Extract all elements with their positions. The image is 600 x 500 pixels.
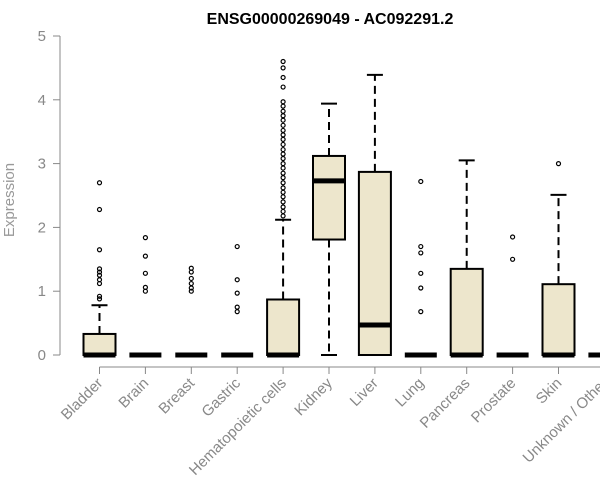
outlier-point bbox=[188, 265, 194, 271]
outlier-point bbox=[280, 65, 286, 71]
outlier-point bbox=[280, 99, 286, 105]
y-axis-label: Expression bbox=[1, 163, 18, 237]
box-5 bbox=[312, 102, 346, 356]
outlier-point bbox=[280, 136, 286, 142]
y-tick-label: 5 bbox=[38, 28, 46, 45]
box-7 bbox=[404, 178, 437, 358]
box-rect bbox=[449, 267, 484, 356]
outlier-point bbox=[280, 204, 286, 210]
box-6 bbox=[357, 73, 392, 356]
box-rect bbox=[82, 332, 117, 357]
outlier-point bbox=[418, 250, 424, 256]
box-10 bbox=[541, 161, 576, 358]
outlier-point bbox=[96, 206, 103, 213]
outlier-point bbox=[142, 235, 148, 241]
x-tick-label: Prostate bbox=[468, 375, 520, 427]
x-tick-label: Bladder bbox=[58, 375, 107, 424]
outlier-point bbox=[96, 269, 103, 275]
box-2 bbox=[175, 265, 208, 358]
x-tick-label: Gastric bbox=[198, 374, 244, 420]
outlier-point bbox=[280, 208, 286, 215]
y-tick-label: 1 bbox=[38, 283, 46, 300]
outlier-point bbox=[280, 113, 286, 119]
outlier-point bbox=[280, 127, 286, 134]
x-tick-label: Breast bbox=[155, 374, 198, 417]
x-tick-label: Kidney bbox=[291, 374, 336, 419]
outlier-point bbox=[280, 180, 286, 186]
box-rect bbox=[312, 154, 346, 241]
outlier-point bbox=[280, 194, 286, 200]
outlier-point bbox=[280, 155, 286, 162]
outlier-point bbox=[280, 117, 286, 123]
outlier-point bbox=[280, 199, 286, 205]
outlier-point bbox=[188, 275, 194, 282]
outlier-point bbox=[509, 256, 516, 262]
outlier-point bbox=[234, 277, 240, 283]
y-tick-label: 4 bbox=[38, 92, 46, 109]
box-rect bbox=[357, 170, 392, 356]
outlier-point bbox=[96, 272, 103, 278]
x-tick-label: Lung bbox=[392, 375, 428, 411]
outlier-point bbox=[96, 296, 103, 302]
outlier-point bbox=[280, 108, 286, 114]
outlier-point bbox=[280, 175, 286, 181]
box-rect bbox=[541, 283, 576, 357]
outlier-point bbox=[418, 178, 424, 185]
outlier-point bbox=[509, 234, 516, 240]
outlier-point bbox=[280, 141, 286, 148]
outlier-point bbox=[96, 266, 103, 272]
outlier-point bbox=[234, 243, 240, 250]
box-4 bbox=[266, 58, 301, 358]
outlier-point bbox=[96, 247, 103, 253]
outlier-point bbox=[280, 122, 286, 128]
outlier-point bbox=[280, 189, 286, 195]
outlier-point bbox=[96, 180, 103, 186]
x-tick-label: Brain bbox=[115, 375, 152, 412]
outlier-point bbox=[418, 270, 424, 276]
x-tick-label: Skin bbox=[533, 375, 566, 408]
outlier-point bbox=[280, 161, 286, 167]
box-1 bbox=[129, 235, 162, 358]
y-axis: 0 1 2 3 4 5 bbox=[38, 28, 61, 364]
outlier-point bbox=[280, 84, 286, 90]
outlier-point bbox=[234, 290, 240, 296]
y-tick-label: 2 bbox=[38, 219, 46, 236]
outlier-point bbox=[280, 132, 286, 138]
box-0 bbox=[82, 180, 117, 358]
box-3 bbox=[221, 243, 254, 358]
x-tick-label: Liver bbox=[347, 375, 382, 410]
outlier-point bbox=[96, 293, 103, 299]
outlier-point bbox=[142, 270, 148, 276]
y-tick-label: 0 bbox=[38, 347, 46, 364]
outlier-point bbox=[142, 284, 148, 290]
outlier-point bbox=[418, 243, 424, 250]
outlier-point bbox=[555, 161, 562, 167]
outlier-point bbox=[280, 58, 286, 65]
outlier-point bbox=[280, 165, 286, 171]
outlier-point bbox=[280, 170, 286, 176]
outlier-point bbox=[142, 253, 148, 259]
box-rect bbox=[266, 298, 301, 356]
outlier-point bbox=[234, 304, 240, 310]
box-11 bbox=[588, 352, 600, 358]
outlier-point bbox=[188, 280, 194, 287]
box-9 bbox=[496, 234, 529, 358]
y-tick-label: 3 bbox=[38, 156, 46, 173]
boxes-group bbox=[82, 58, 600, 358]
chart-title: ENSG00000269049 - AC092291.2 bbox=[207, 11, 454, 28]
outlier-point bbox=[280, 103, 286, 109]
outlier-point bbox=[188, 288, 194, 294]
outlier-point bbox=[418, 309, 424, 315]
outlier-point bbox=[234, 309, 240, 315]
outlier-point bbox=[280, 74, 286, 81]
outlier-point bbox=[280, 146, 286, 153]
x-tick-label: Pancreas bbox=[417, 375, 474, 432]
box-8 bbox=[449, 159, 484, 358]
outlier-point bbox=[280, 185, 286, 191]
outlier-point bbox=[280, 151, 286, 157]
outlier-point bbox=[418, 285, 424, 291]
outlier-point bbox=[280, 213, 286, 219]
